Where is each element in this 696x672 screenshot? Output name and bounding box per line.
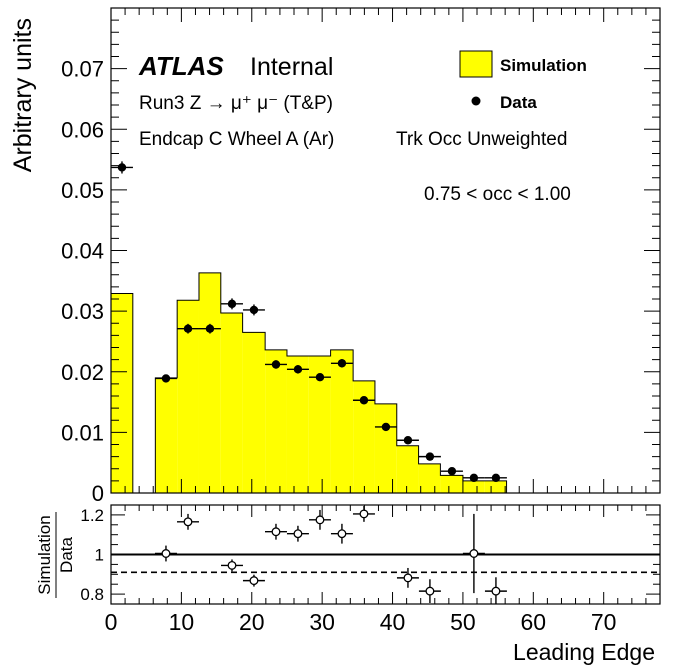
ratio-point [161,549,171,558]
simulation-bin [155,377,178,493]
y-tick-label: 0.01 [61,420,104,445]
ratio-y-tick-label: 1 [95,546,104,565]
legend-simulation-label: Simulation [500,56,587,75]
main-axis-ticks [110,7,661,494]
legend-simulation-swatch [459,50,493,78]
x-tick-label: 10 [169,609,195,635]
ratio-point [183,517,193,527]
ratio-y-tick-labels: 0.8 1 1.2 [80,506,104,604]
simulation-bin [374,403,397,493]
y-tick-label: 0.06 [61,117,104,142]
x-tick-label: 0 [105,609,118,635]
ratio-y-axis-label: Simulation Data [35,512,76,598]
data-point [161,374,171,383]
ratio-axis-ticks [110,504,661,605]
legend-data-label: Data [500,93,537,112]
ratio-ylabel-denominator: Data [57,537,76,573]
data-point [381,422,391,432]
simulation-bin [286,355,309,493]
simulation-bin [418,463,441,493]
data-point [183,324,193,333]
simulation-bin [330,349,354,493]
y-tick-label: 0.05 [61,178,104,203]
ratio-y-tick-label: 0.8 [80,585,104,604]
y-tick-label: 0.07 [61,57,104,82]
ratio-point [337,529,347,539]
y-tick-label: 0.02 [61,360,104,385]
data-point [205,324,215,333]
y-tick-label: 0 [92,481,104,506]
ratio-y-tick-label: 1.2 [80,506,104,525]
data-point [117,163,127,172]
ratio-point [469,549,479,558]
main-y-tick-labels: 0 0.01 0.02 0.03 0.04 0.05 0.06 0.07 [61,57,104,506]
data-point [491,473,501,483]
x-tick-label: 60 [521,609,547,635]
data-point [469,473,479,483]
x-tick-labels: 0 10 20 30 40 50 60 70 [105,609,617,635]
data-point [425,452,435,461]
ratio-point [315,515,325,525]
atlas-label: ATLAS [138,51,224,81]
simulation-bin [177,300,199,493]
simulation-bin [396,445,419,493]
simulation-bin [242,332,266,493]
simulation-bin [353,380,375,493]
x-tick-label: 20 [239,609,265,635]
region-label: Endcap C Wheel A (Ar) [139,129,334,150]
simulation-bin [220,312,243,493]
simulation-bin [265,349,287,493]
data-point [249,305,259,315]
data-point [337,359,347,368]
ratio-point [425,586,435,596]
x-axis-label: Leading Edge [513,639,655,665]
data-point [359,396,369,405]
selection-label: 0.75 < occ < 1.00 [424,184,571,205]
ratio-point [227,560,237,570]
data-points [111,161,507,483]
simulation-bin [111,293,133,493]
simulation-bin [484,480,507,493]
simulation-histogram [110,272,508,493]
ratio-ylabel-numerator: Simulation [35,515,54,594]
atlas-status-label: Internal [250,53,333,81]
legend: Simulation Data [459,50,587,112]
data-point [271,360,281,369]
main-panel: 0 0.01 0.02 0.03 0.04 0.05 0.06 0.07 Arbitrary … [9,7,661,506]
x-tick-label: 30 [309,609,335,635]
y-axis-label: Arbitrary units [9,18,37,172]
x-tick-label: 70 [591,609,617,635]
x-tick-label: 40 [380,609,406,635]
simulation-bin [308,355,331,493]
simulation-bin [440,475,463,493]
y-tick-label: 0.04 [61,239,104,264]
ratio-reference-lines [111,553,660,574]
x-tick-label: 50 [450,609,476,635]
data-point [293,365,303,374]
ratio-point [293,529,303,539]
ratio-points [154,505,507,604]
ratio-point [491,586,501,596]
simulation-bin [462,480,485,493]
data-point [447,466,457,476]
ratio-point [271,527,281,537]
process-label: Run3 Z → μ⁺ μ⁻ (T&P) [139,93,333,114]
simulation-bin [198,272,221,493]
ratio-panel: 0.811.2 0 10 20 30 40 50 60 70 Simulation Data … [35,504,661,665]
data-point [315,373,325,382]
data-point [403,436,413,445]
ratio-point [403,573,413,583]
ratio-point [359,509,369,519]
y-tick-label: 0.03 [61,299,104,324]
weighting-label: Trk Occ Unweighted [396,129,567,150]
data-point [227,299,237,309]
ratio-point [249,576,259,586]
legend-data-marker [471,96,481,106]
